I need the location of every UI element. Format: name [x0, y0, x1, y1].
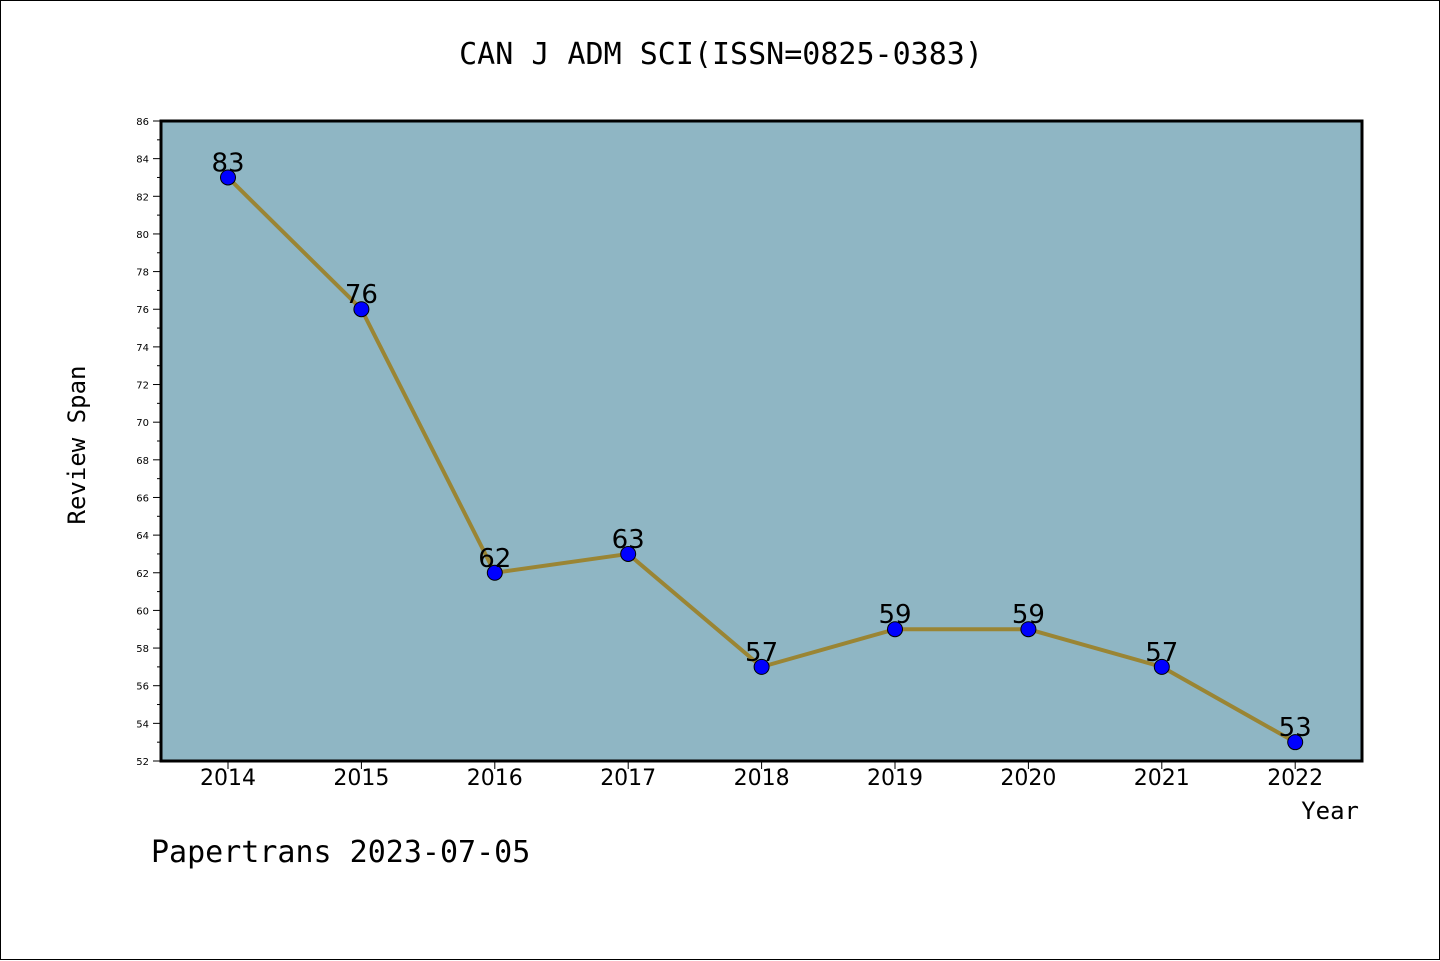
data-point [887, 621, 903, 638]
y-tick-label: 80 [136, 230, 149, 241]
y-tick-label: 52 [136, 757, 149, 768]
plot-area [159, 119, 1364, 763]
data-point [620, 545, 637, 562]
y-tick-label: 82 [136, 192, 149, 203]
footer-note: Papertrans 2023-07-05 [151, 835, 531, 870]
y-tick-label: 72 [136, 381, 149, 392]
data-label: 57 [1145, 638, 1178, 668]
y-tick-label: 74 [136, 343, 149, 354]
x-tick-label: 2019 [867, 766, 923, 791]
x-tick-label: 2021 [1134, 766, 1190, 791]
chart-title: CAN J ADM SCI(ISSN=0825-0383) [459, 37, 983, 72]
y-tick-label: 70 [136, 418, 149, 429]
x-axis-label: Year [1301, 797, 1359, 825]
data-label: 59 [1012, 600, 1045, 630]
y-tick-label: 84 [136, 155, 149, 166]
data-point [1153, 658, 1170, 675]
y-tick-label: 76 [136, 305, 149, 316]
y-tick-label: 60 [136, 606, 149, 617]
data-point [353, 301, 370, 318]
y-tick-label: 78 [136, 268, 149, 279]
y-tick-label: 64 [136, 531, 149, 542]
x-tick-label: 2017 [600, 766, 656, 791]
data-point [1020, 621, 1037, 638]
data-point [753, 658, 770, 675]
data-point [1287, 734, 1304, 751]
data-label: 59 [878, 600, 911, 630]
x-tick-label: 2020 [1000, 766, 1056, 791]
y-tick-label: 62 [136, 569, 149, 580]
data-point [486, 564, 503, 581]
x-tick-label: 2014 [200, 766, 256, 791]
y-tick-label: 56 [136, 682, 149, 693]
x-tick-label: 2018 [734, 766, 790, 791]
data-label: 57 [745, 638, 778, 668]
data-label: 76 [345, 280, 378, 310]
data-label: 62 [478, 544, 511, 574]
y-tick-label: 54 [136, 719, 149, 730]
data-point [220, 169, 236, 186]
data-label: 83 [211, 148, 244, 178]
x-tick-label: 2016 [467, 766, 523, 791]
x-tick-label: 2022 [1267, 766, 1323, 791]
y-tick-label: 66 [136, 493, 149, 504]
y-tick-label: 58 [136, 644, 149, 655]
y-tick-label: 86 [136, 117, 149, 128]
data-label: 63 [612, 525, 645, 555]
x-tick-label: 2015 [333, 766, 389, 791]
data-label: 53 [1279, 713, 1312, 743]
y-tick-label: 68 [136, 456, 149, 467]
